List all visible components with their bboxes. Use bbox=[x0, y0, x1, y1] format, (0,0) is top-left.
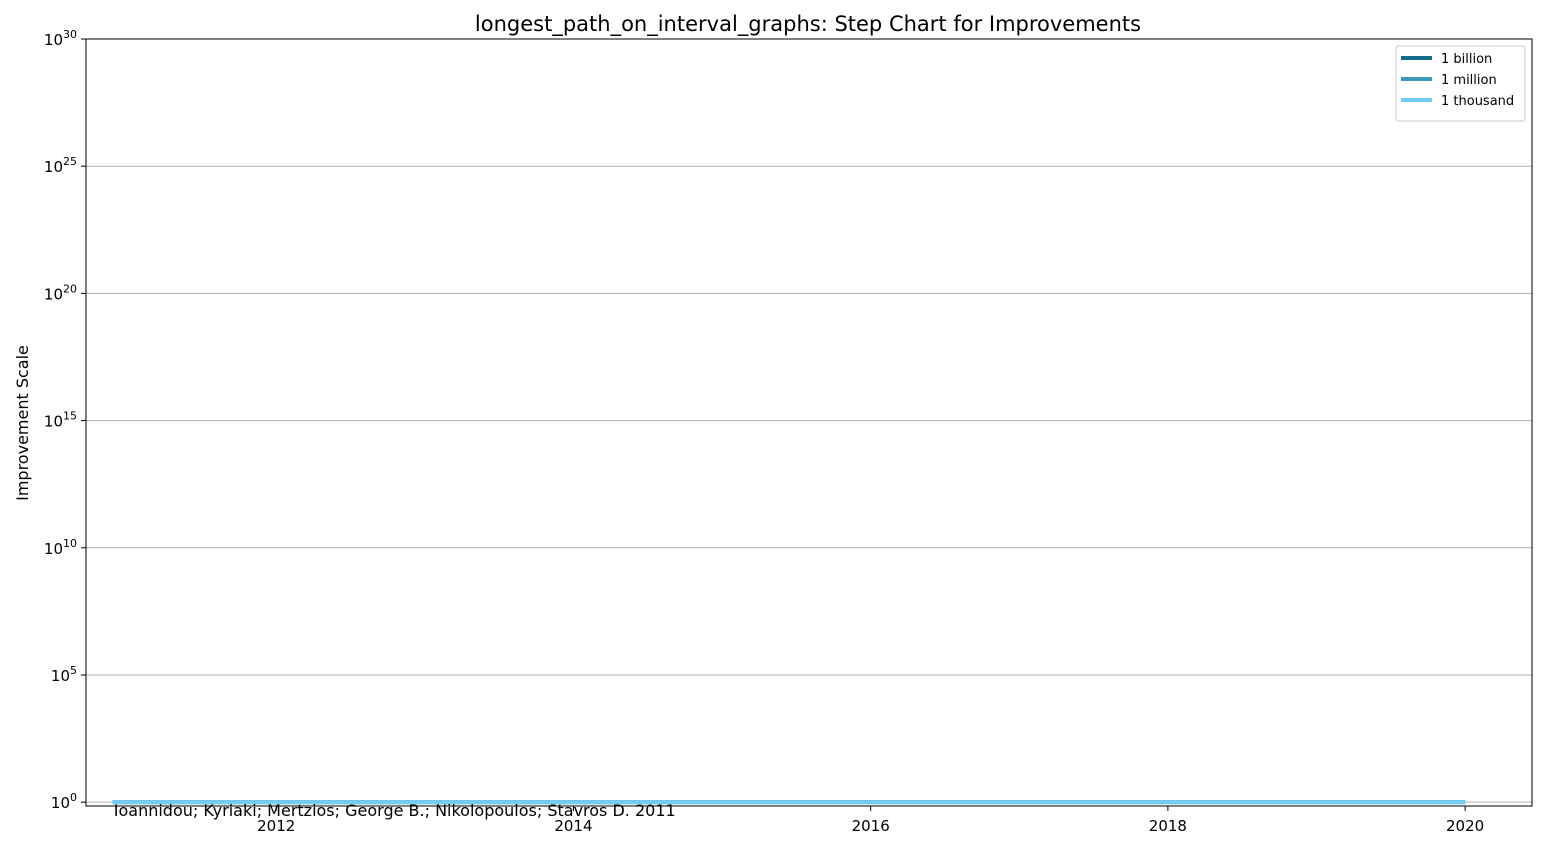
x-tick-label: 2014 bbox=[554, 817, 592, 835]
annotation-label: Ioannidou; Kyriaki; Mertzios; George B.;… bbox=[114, 801, 676, 820]
y-axis-ticks: 100 105 1010 1015 1020 1025 1030 bbox=[44, 28, 86, 812]
grid-lines bbox=[86, 38, 1532, 803]
x-tick-label: 2012 bbox=[257, 817, 295, 835]
y-axis-label: Improvement Scale bbox=[13, 345, 32, 501]
y-tick-label: 1010 bbox=[44, 537, 77, 558]
x-axis-ticks: 2012 2014 2016 2018 2020 bbox=[257, 806, 1484, 835]
legend-entry: 1 thousand bbox=[1441, 94, 1514, 109]
legend-entry: 1 million bbox=[1441, 73, 1497, 88]
y-tick-label: 1025 bbox=[44, 155, 77, 176]
legend-box bbox=[1395, 45, 1526, 122]
legend: 1 billion 1 million 1 thousand bbox=[1395, 45, 1526, 122]
y-tick-label: 1015 bbox=[44, 410, 77, 431]
chart-title: longest_path_on_interval_graphs: Step Ch… bbox=[475, 12, 1141, 37]
x-tick-label: 2016 bbox=[852, 817, 890, 835]
y-tick-label: 1020 bbox=[44, 282, 77, 303]
plot-frame bbox=[85, 38, 1533, 807]
x-tick-label: 2018 bbox=[1149, 817, 1187, 835]
y-tick-label: 1030 bbox=[44, 28, 77, 49]
legend-entry: 1 billion bbox=[1441, 52, 1492, 67]
annotations: Ioannidou; Kyriaki; Mertzios; George B.;… bbox=[114, 801, 676, 820]
x-tick-label: 2020 bbox=[1446, 817, 1484, 835]
y-tick-label: 105 bbox=[51, 664, 77, 685]
y-tick-label: 100 bbox=[51, 791, 77, 812]
